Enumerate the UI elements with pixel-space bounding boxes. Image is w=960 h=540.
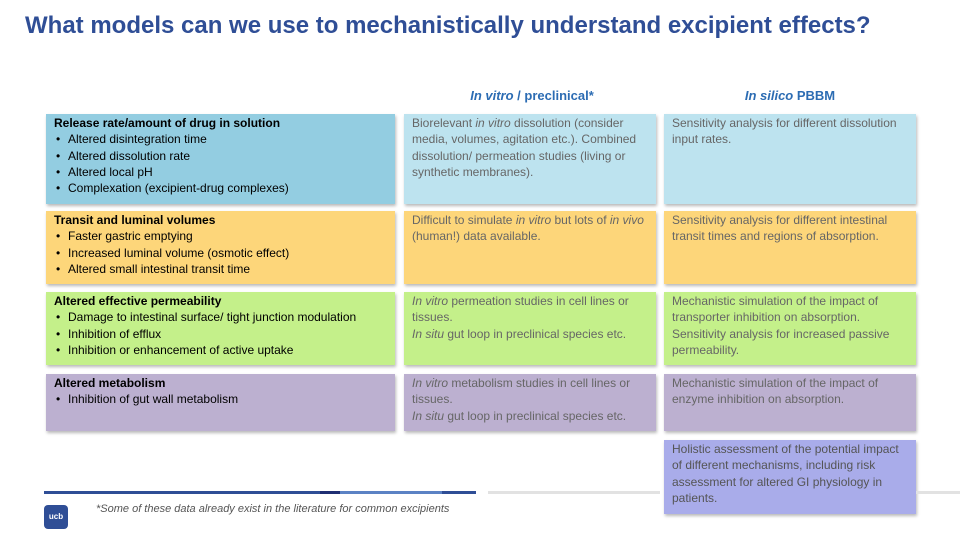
mechanism-heading: Transit and luminal volumes <box>54 213 216 227</box>
mechanism-list: Inhibition of gut wall metabolism <box>54 391 389 408</box>
italic-term: in vivo <box>609 213 644 227</box>
italic-term: in vitro <box>515 213 552 227</box>
mechanism-box-release: Release rate/amount of drug in solution … <box>46 114 395 204</box>
list-item: Complexation (excipient-drug complexes) <box>54 180 389 197</box>
holistic-assessment-box: Holistic assessment of the potential imp… <box>664 440 916 514</box>
mechanism-list: Damage to intestinal surface/ tight junc… <box>54 309 389 358</box>
mechanism-box-permeability: Altered effective permeability Damage to… <box>46 292 395 365</box>
invitro-box-transit: Difficult to simulate in vitro but lots … <box>404 211 656 284</box>
footer-bar-grey <box>488 491 660 494</box>
slide-title: What models can we use to mechanisticall… <box>25 12 871 39</box>
footer-bar-dark <box>44 491 320 494</box>
insilico-box-release: Sensitivity analysis for different disso… <box>664 114 916 204</box>
footer-bar-accent <box>320 491 340 494</box>
list-item: Inhibition of efflux <box>54 326 389 343</box>
italic-term: In vitro <box>412 294 449 308</box>
list-item: Faster gastric emptying <box>54 228 389 245</box>
mechanism-box-metabolism: Altered metabolism Inhibition of gut wal… <box>46 374 395 431</box>
list-item: Inhibition of gut wall metabolism <box>54 391 389 408</box>
list-item: Inhibition or enhancement of active upta… <box>54 342 389 359</box>
invitro-box-permeability: In vitro permeation studies in cell line… <box>404 292 656 365</box>
list-item: Altered local pH <box>54 164 389 181</box>
mechanism-box-transit: Transit and luminal volumes Faster gastr… <box>46 211 395 284</box>
invitro-box-release: Biorelevant in vitro dissolution (consid… <box>404 114 656 204</box>
invitro-box-metabolism: In vitro metabolism studies in cell line… <box>404 374 656 431</box>
footer-bar-end <box>442 491 476 494</box>
mechanism-list: Altered disintegration time Altered diss… <box>54 131 389 196</box>
italic-term: in vitro <box>475 116 511 130</box>
column-heading-in-silico: In silico PBBM <box>744 88 836 103</box>
footnote: *Some of these data already exist in the… <box>96 503 450 515</box>
list-item: Altered dissolution rate <box>54 148 389 165</box>
italic-term: In vitro <box>412 376 449 390</box>
column-heading-in-vitro: In vitro / preclinical* <box>470 88 594 103</box>
ucb-logo: ucb <box>44 505 68 529</box>
italic-term: In situ <box>412 408 445 423</box>
footer-bar-mid <box>340 491 442 494</box>
italic-term: In situ <box>412 326 445 341</box>
list-item: Increased luminal volume (osmotic effect… <box>54 245 389 262</box>
insilico-box-transit: Sensitivity analysis for different intes… <box>664 211 916 284</box>
mechanism-heading: Release rate/amount of drug in solution <box>54 116 281 130</box>
insilico-box-permeability: Mechanistic simulation of the impact of … <box>664 292 916 365</box>
list-item: Altered disintegration time <box>54 131 389 148</box>
list-item: Damage to intestinal surface/ tight junc… <box>54 309 389 326</box>
insilico-box-metabolism: Mechanistic simulation of the impact of … <box>664 374 916 431</box>
list-item: Altered small intestinal transit time <box>54 261 389 278</box>
mechanism-heading: Altered metabolism <box>54 376 166 390</box>
footer-bar-grey-right <box>916 491 960 494</box>
mechanism-list: Faster gastric emptying Increased lumina… <box>54 228 389 277</box>
mechanism-heading: Altered effective permeability <box>54 294 222 308</box>
